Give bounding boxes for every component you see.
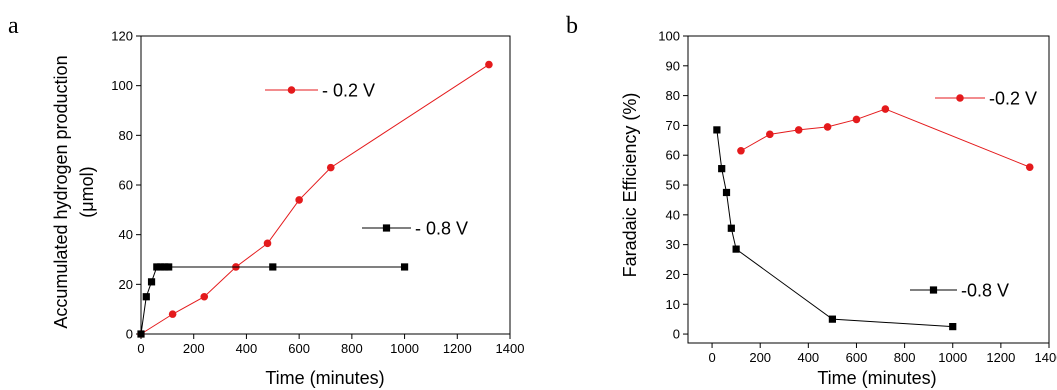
panel-a-y-axis-label-line-1: Accumulated hydrogen production	[51, 55, 71, 328]
panel-a-series-black-point	[269, 263, 277, 271]
panel-b-series-red-legend-label: -0.2 V	[989, 89, 1037, 109]
panel-letter-a: a	[8, 13, 19, 39]
panel-b-y-tick-label: 80	[666, 88, 680, 103]
panel-b-series-red-line	[740, 108, 1030, 168]
panel-b-x-axis-label: Time (minutes)	[817, 368, 936, 388]
panel-b-x-tick-label: 600	[846, 350, 868, 365]
panel-b-x-tick-label: 1000	[938, 350, 967, 365]
panel-b-series-red-point	[1025, 163, 1034, 171]
panel-a-series-red-point	[168, 310, 177, 318]
panel-b-series-black-line	[716, 129, 953, 328]
panel-a-series-red-point	[485, 60, 493, 69]
panel-a-series-black-point	[137, 330, 145, 338]
panel-a-y-tick-label: 100	[111, 78, 133, 93]
panel-a-series-black-legend-marker	[382, 224, 391, 232]
panel-a-series-black-point	[161, 263, 169, 271]
panel-a-series-black-point	[153, 263, 161, 271]
panel-b-y-axis-title: Faradaic Efficiency (%)	[620, 93, 640, 278]
panel-b-series-red-point	[794, 126, 803, 134]
panel-a-series-black-point	[147, 278, 156, 286]
panel-a-y-tick-label: 0	[126, 327, 133, 342]
panel-a-series-black-line	[140, 266, 405, 335]
panel-a-series-red-point	[295, 196, 303, 204]
panel-b-series-black-point	[718, 165, 726, 173]
panel-a-y-tick-label: 80	[119, 128, 133, 143]
panel-a-x-tick-label: 1400	[496, 341, 525, 356]
panel-a-series-black-point	[165, 263, 173, 271]
panel-a-plot-area: 0 200 400 600 800 1000 1200 1400 0 20 40 60 80 100 120…	[111, 29, 524, 357]
panel-b-series-red-point	[737, 146, 745, 155]
panel-a-y-tick-label: 60	[119, 178, 133, 193]
panel-b-y-tick-label: 30	[666, 237, 680, 252]
panel-b-y-tick-label: 50	[666, 178, 680, 193]
panel-a-series-black-point	[157, 263, 165, 271]
panel-b-y-tick-label: 70	[666, 118, 680, 133]
panel-a-series-black-legend-label: - 0.8 V	[415, 219, 468, 239]
panel-a-x-tick-label: 600	[288, 341, 310, 356]
panel-b-series-red-point	[823, 123, 832, 131]
panel-b-plot-area: 0 200 400 600 800 1000 1200 1400 0 10 20 30 40 50 60 70…	[658, 29, 1057, 366]
panel-a-series-black-point	[400, 263, 409, 271]
panel-a-y-tick-label: 40	[119, 227, 133, 242]
panel-a-x-tick-label: 800	[341, 341, 363, 356]
panel-letter-b: b	[566, 13, 578, 39]
panel-b-x-tick-label: 0	[708, 350, 715, 365]
panel-b-series-black-point	[732, 245, 740, 253]
panel-b-series-red-point	[766, 130, 774, 139]
panel-a-x-tick-label: 0	[137, 341, 144, 356]
panel-b-y-tick-label: 90	[666, 58, 680, 73]
panel-a-x-axis-label: Time (minutes)	[265, 368, 384, 388]
panel-b-y-tick-label: 100	[658, 29, 680, 44]
panel-b-x-tick-label: 200	[749, 350, 771, 365]
panel-a-x-tick-label: 400	[236, 341, 258, 356]
panel-a-x-tick-label: 200	[183, 341, 205, 356]
panel-a-series-red-legend-marker	[287, 86, 296, 94]
panel-b-x-tick-label: 800	[894, 350, 916, 365]
panel-a-series-red-point	[263, 239, 272, 248]
panel-a-x-tick-label: 1200	[443, 341, 472, 356]
panel-b-x-tick-label: 1400	[1035, 350, 1057, 365]
panel-b-series-black-legend-marker	[929, 286, 938, 294]
panel-a-y-tick-label: 20	[119, 277, 133, 292]
panel-a: a Accumulated hydrogen production (μmol)…	[8, 13, 524, 388]
panel-a-series-red-point	[326, 163, 335, 172]
panel-b: b Faradaic Efficiency (%) Time (minutes)…	[566, 13, 1057, 388]
panel-b-series-red-point	[881, 105, 890, 113]
panel-b-y-tick-label: 10	[666, 297, 680, 312]
panel-b-series-black-point	[713, 126, 721, 134]
panel-b-y-tick-label: 20	[666, 267, 680, 282]
panel-b-series-red-point	[852, 115, 861, 124]
panel-a-x-tick-label: 1000	[390, 341, 419, 356]
panel-a-y-axis-title: Accumulated hydrogen production (μmol)	[51, 55, 97, 328]
panel-b-y-axis-label: Faradaic Efficiency (%)	[620, 93, 640, 278]
panel-a-y-tick-label: 120	[111, 29, 133, 44]
panel-b-series-red-legend-marker	[956, 94, 964, 102]
panel-b-series-black-legend-label: -0.8 V	[961, 281, 1009, 301]
panel-b-series-black-point	[727, 224, 735, 232]
panel-b-x-tick-label: 1200	[986, 350, 1015, 365]
panel-b-x-tick-label: 400	[797, 350, 819, 365]
panel-a-series-black-point	[142, 293, 150, 301]
panel-b-y-tick-label: 60	[666, 148, 680, 163]
panel-b-series-black-point	[949, 323, 957, 331]
panel-b-frame	[687, 35, 1050, 344]
panel-a-series-red-line	[140, 64, 490, 335]
panel-b-series-black-point	[828, 315, 836, 323]
panel-b-y-tick-label: 0	[673, 327, 680, 342]
panel-b-y-tick-label: 40	[666, 207, 680, 222]
panel-a-series-red-legend-label: - 0.2 V	[322, 81, 375, 101]
panel-b-series-black-point	[722, 188, 731, 197]
panel-a-series-red-point	[200, 292, 209, 301]
panel-a-y-axis-label-line-2: (μmol)	[77, 166, 97, 217]
